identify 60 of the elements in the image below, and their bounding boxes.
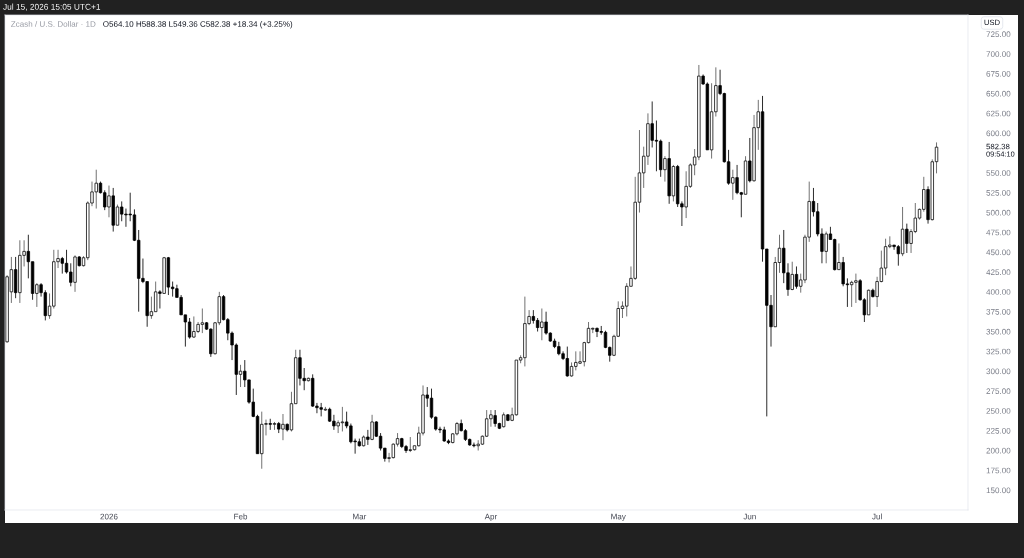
x-tick-label: Apr xyxy=(484,513,498,521)
x-tick-label: Mar xyxy=(353,513,367,520)
y-tick-label: 525.00 xyxy=(986,189,1011,196)
x-tick-label: 2026 xyxy=(100,513,118,520)
candlestick xyxy=(595,327,599,338)
candlestick xyxy=(472,442,476,448)
y-tick-label: 325.00 xyxy=(986,348,1011,355)
text: O564.10 H588.38 L549.36 C582.38 +18.34 (+3.25%) xyxy=(103,20,293,29)
y-tick-label: 175.00 xyxy=(986,467,1011,474)
candlestick xyxy=(654,120,659,172)
text: Jul 15, 2026 15:05 UTC+1 xyxy=(3,3,101,11)
y-tick-label: 450.00 xyxy=(986,249,1011,256)
y-tick-label: 200.00 xyxy=(986,447,1011,454)
y-tick-label: 475.00 xyxy=(986,229,1011,236)
candlestick xyxy=(192,316,196,339)
y-tick-label: 675.00 xyxy=(986,71,1011,77)
candlestick xyxy=(892,244,896,251)
x-tick-label: Jun xyxy=(743,513,756,520)
x-tick-label: May xyxy=(611,513,626,521)
candlestick xyxy=(905,223,909,254)
y-tick-label: 725.00 xyxy=(986,31,1011,38)
candlestick xyxy=(336,419,340,434)
y-tick-label: 600.00 xyxy=(986,130,1011,137)
candlestick xyxy=(625,282,629,317)
candlestick xyxy=(124,208,128,228)
candlestick xyxy=(13,256,18,299)
y-tick-label: 250.00 xyxy=(986,408,1011,414)
y-tick-label: 500.00 xyxy=(986,209,1011,216)
candlestick xyxy=(370,414,374,441)
candlestick xyxy=(408,436,412,453)
y-tick-label: 225.00 xyxy=(986,427,1011,434)
x-tick-label: Jul xyxy=(872,513,882,520)
candlestick xyxy=(841,256,845,287)
y-tick-label: 300.00 xyxy=(986,368,1011,375)
candlestick xyxy=(824,231,828,264)
candlestick xyxy=(854,273,858,304)
y-tick-label: 625.00 xyxy=(986,110,1011,117)
candlestick xyxy=(319,402,323,417)
y-tick-label: 425.00 xyxy=(986,269,1011,276)
y-tick-label: 350.00 xyxy=(986,328,1011,335)
y-tick-label: 150.00 xyxy=(986,487,1011,494)
y-tick-label: 650.00 xyxy=(986,90,1011,97)
candlestick xyxy=(94,169,98,209)
candlestick xyxy=(735,164,739,195)
candlestick xyxy=(340,406,345,432)
candlestick xyxy=(268,418,272,431)
candlestick xyxy=(187,317,192,340)
y-tick-label: 700.00 xyxy=(986,51,1011,57)
candlestick xyxy=(281,413,285,441)
candlestick xyxy=(565,346,569,378)
candlestick xyxy=(790,261,794,291)
y-tick-label: 275.00 xyxy=(986,388,1011,395)
text: Zcash / U.S. Dollar · 1D xyxy=(11,20,96,27)
x-tick-label: Feb xyxy=(234,513,248,520)
candlestick xyxy=(794,266,799,290)
y-tick-label: 550.00 xyxy=(986,170,1011,176)
y-tick-label: 375.00 xyxy=(986,308,1011,315)
y-tick-label: 400.00 xyxy=(986,289,1011,295)
candlestick xyxy=(476,439,480,451)
candlestick xyxy=(540,308,544,341)
